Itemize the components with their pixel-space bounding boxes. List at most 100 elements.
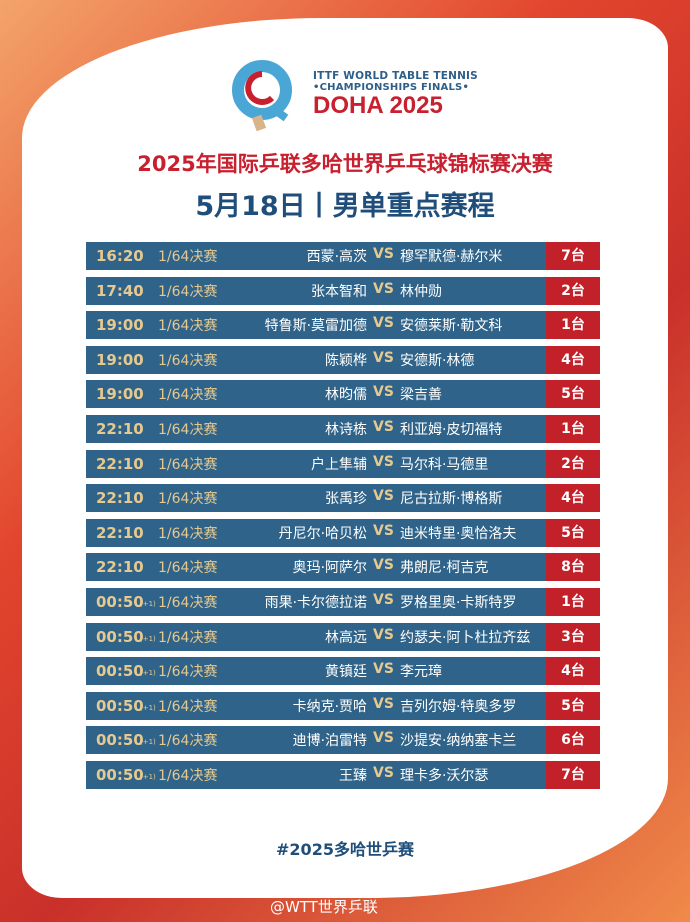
match-round: 1/64决赛 <box>158 629 218 646</box>
player-1: 丹尼尔·哈贝松 <box>278 525 368 542</box>
table-number: 1台 <box>546 311 600 340</box>
page-title: 2025年国际乒联多哈世界乒乓球锦标赛决赛 <box>137 152 553 176</box>
vs-label: VS <box>373 419 394 435</box>
table-number: 5台 <box>546 518 600 547</box>
schedule-row: 16:20 1/64决赛 西蒙·高茨 VS 穆罕默德·赫尔米 7台 <box>86 242 600 270</box>
player-2: 安德莱斯·勒文科 <box>399 318 503 335</box>
match-round: 1/64决赛 <box>158 249 218 265</box>
player-1: 张禹珍 <box>325 491 368 508</box>
match-time: 22:10 <box>96 420 144 438</box>
vs-label: VS <box>373 522 394 539</box>
player-2: 约瑟夫·阿卜杜拉齐兹 <box>399 629 531 646</box>
schedule-row: 00:50 (+1) 1/64决赛 林高远 VS 约瑟夫·阿卜杜拉齐兹 3台 <box>86 622 600 651</box>
player-2: 沙提安·纳纳塞卡兰 <box>399 733 517 750</box>
match-round: 1/64决赛 <box>158 733 218 750</box>
player-1: 林诗栋 <box>325 422 368 438</box>
matchup: 卡纳克·贾哈 VS 吉列尔姆·特奥多罗 <box>221 696 546 716</box>
match-time: 22:10 <box>96 523 144 542</box>
table-number: 3台 <box>546 622 600 651</box>
logo-line-1: ITTF WORLD TABLE TENNIS <box>313 70 478 82</box>
match-time: 17:40 <box>96 281 144 300</box>
player-2: 利亚姆·皮切福特 <box>399 422 503 438</box>
matchup: 张本智和 VS 林仲勋 <box>221 281 546 301</box>
matchup: 雨果·卡尔德拉诺 VS 罗格里奥·卡斯特罗 <box>221 592 546 612</box>
player-1: 奥玛·阿萨尔 <box>292 560 368 577</box>
table-number: 8台 <box>546 553 600 582</box>
schedule-row: 19:00 1/64决赛 特鲁斯·莫雷加德 VS 安德莱斯·勒文科 1台 <box>86 311 600 340</box>
match-time: 19:00 <box>96 385 144 404</box>
player-1: 特鲁斯·莫雷加德 <box>264 318 368 335</box>
player-2: 罗格里奥·卡斯特罗 <box>399 595 517 611</box>
player-1: 林高远 <box>325 629 368 646</box>
matchup: 王臻 VS 理卡多·沃尔瑟 <box>221 765 546 785</box>
player-1: 张本智和 <box>311 283 368 300</box>
player-1: 西蒙·高茨 <box>306 249 368 265</box>
table-number: 7台 <box>546 761 600 789</box>
table-number: 2台 <box>546 276 600 305</box>
match-round: 1/64决赛 <box>158 768 218 784</box>
event-logo-text: ITTF WORLD TABLE TENNIS •CHAMPIONSHIPS F… <box>313 70 478 119</box>
match-time: 00:50 (+1) <box>96 731 156 750</box>
hashtag[interactable]: #2025多哈世乒赛 <box>276 840 414 859</box>
schedule-row: 22:10 1/64决赛 张禹珍 VS 尼古拉斯·博格斯 4台 <box>86 484 600 513</box>
player-1: 户上隼辅 <box>311 456 368 473</box>
schedule-row: 19:00 1/64决赛 林昀儒 VS 梁吉善 5台 <box>86 380 600 409</box>
match-time: 16:20 <box>96 247 144 265</box>
watermark: @WTT世界乒联 <box>270 898 378 916</box>
player-1: 陈颖桦 <box>325 352 368 369</box>
match-round: 1/64决赛 <box>158 283 218 300</box>
table-number: 4台 <box>546 484 600 513</box>
table-number: 1台 <box>546 588 600 616</box>
matchup: 户上隼辅 VS 马尔科·马德里 <box>221 454 546 474</box>
matchup: 迪博·泊雷特 VS 沙提安·纳纳塞卡兰 <box>221 730 546 750</box>
logo-line-2: •CHAMPIONSHIPS FINALS• <box>313 82 470 93</box>
match-round: 1/64决赛 <box>158 698 218 715</box>
schedule-row: 22:10 1/64决赛 户上隼辅 VS 马尔科·马德里 2台 <box>86 449 600 478</box>
match-round: 1/64决赛 <box>158 456 218 473</box>
player-1: 卡纳克·贾哈 <box>292 698 368 715</box>
match-time: 00:50 (+1) <box>96 593 156 611</box>
player-2: 安德斯·林德 <box>399 352 475 369</box>
next-day-marker: (+1) <box>140 773 156 781</box>
player-2: 梁吉善 <box>399 387 442 404</box>
vs-label: VS <box>373 592 394 608</box>
table-number: 7台 <box>546 242 600 270</box>
vs-label: VS <box>373 488 394 505</box>
matchup: 陈颖桦 VS 安德斯·林德 <box>221 350 546 370</box>
next-day-marker: (+1) <box>140 600 156 608</box>
match-round: 1/64决赛 <box>158 491 218 508</box>
vs-label: VS <box>373 453 394 470</box>
vs-label: VS <box>373 730 394 747</box>
player-1: 黄镇廷 <box>325 664 368 681</box>
table-number: 5台 <box>546 380 600 409</box>
player-2: 吉列尔姆·特奥多罗 <box>399 698 517 715</box>
matchup: 林诗栋 VS 利亚姆·皮切福特 <box>221 419 546 439</box>
match-round: 1/64决赛 <box>158 525 218 542</box>
matchup: 林高远 VS 约瑟夫·阿卜杜拉齐兹 <box>221 627 546 647</box>
matchup: 丹尼尔·哈贝松 VS 迪米特里·奥恰洛夫 <box>221 523 546 543</box>
player-2: 林仲勋 <box>399 283 442 300</box>
schedule-row: 19:00 1/64决赛 陈颖桦 VS 安德斯·林德 4台 <box>86 345 600 374</box>
match-round: 1/64决赛 <box>158 352 218 369</box>
schedule-row: 00:50 (+1) 1/64决赛 雨果·卡尔德拉诺 VS 罗格里奥·卡斯特罗 1台 <box>86 588 600 616</box>
match-round: 1/64决赛 <box>158 560 218 577</box>
matchup: 奥玛·阿萨尔 VS 弗朗尼·柯吉克 <box>221 557 546 577</box>
matchup: 黄镇廷 VS 李元璋 <box>221 661 546 681</box>
vs-label: VS <box>373 349 394 366</box>
vs-label: VS <box>373 765 394 781</box>
schedule-row: 00:50 (+1) 1/64决赛 王臻 VS 理卡多·沃尔瑟 7台 <box>86 761 600 789</box>
next-day-marker: (+1) <box>140 738 156 747</box>
player-2: 马尔科·马德里 <box>399 456 489 473</box>
vs-label: VS <box>373 661 394 678</box>
match-time: 22:10 <box>96 558 144 577</box>
match-round: 1/64决赛 <box>158 318 218 335</box>
matchup: 西蒙·高茨 VS 穆罕默德·赫尔米 <box>221 246 546 266</box>
vs-label: VS <box>373 626 394 643</box>
match-round: 1/64决赛 <box>158 387 218 404</box>
player-2: 理卡多·沃尔瑟 <box>399 768 489 784</box>
match-time: 22:10 <box>96 454 144 473</box>
match-time: 00:50 (+1) <box>96 766 156 784</box>
vs-label: VS <box>373 695 394 712</box>
player-2: 迪米特里·奥恰洛夫 <box>399 525 517 542</box>
doha-2025-logo-icon <box>232 60 292 132</box>
